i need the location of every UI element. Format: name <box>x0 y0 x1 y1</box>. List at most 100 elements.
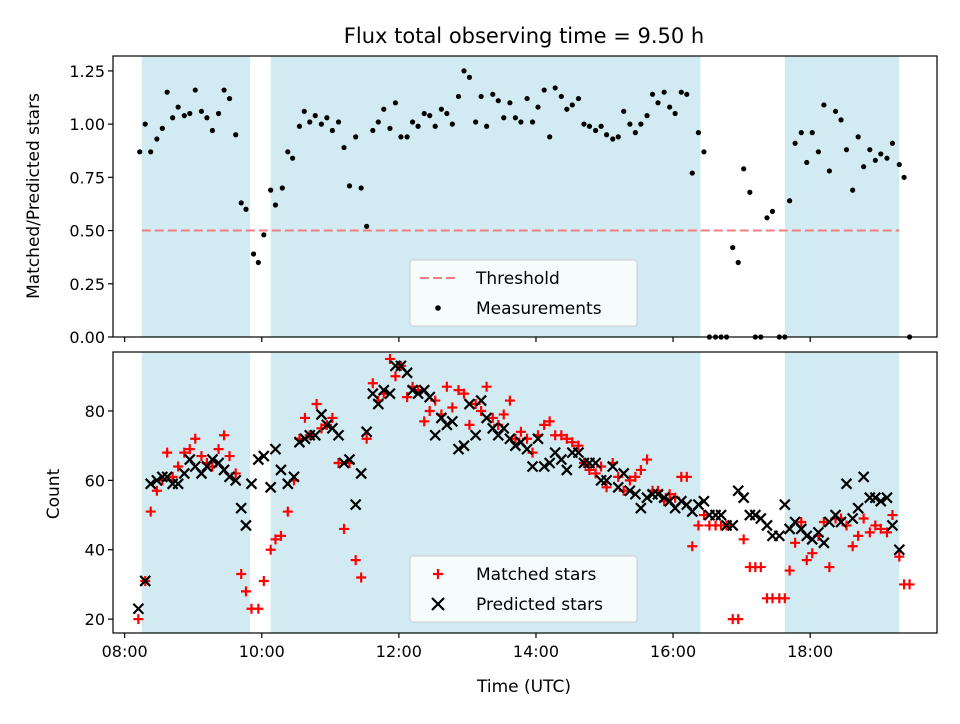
matched-star-point <box>853 530 864 541</box>
measurement-point <box>672 110 678 117</box>
measurement-point <box>285 149 291 155</box>
matched-star-point <box>904 579 915 590</box>
measurement-point <box>272 202 279 208</box>
predicted-star-point <box>779 498 791 511</box>
matched-star-point <box>390 371 401 382</box>
measurement-point <box>501 115 507 121</box>
measurement-point <box>684 91 690 97</box>
matched-star-point <box>173 461 184 472</box>
measurement-point <box>901 174 907 180</box>
xtick-label: 14:00 <box>513 642 559 661</box>
xtick-label: 08:00 <box>102 642 148 661</box>
measurement-point <box>735 259 741 266</box>
predicted-star-point <box>846 512 859 525</box>
legend-matched-swatch <box>433 569 443 579</box>
predicted-star-point <box>538 460 550 473</box>
matched-star-point <box>796 516 807 527</box>
measurement-point <box>529 119 536 125</box>
matched-star-point <box>642 454 653 465</box>
predicted-star-point <box>835 516 847 528</box>
measurement-point <box>644 113 650 119</box>
measurement-point <box>695 130 702 136</box>
measurement-point <box>889 140 896 146</box>
matched-star-point <box>402 392 413 403</box>
matched-star-point <box>270 534 281 545</box>
top-ytick-label: 0.50 <box>69 222 105 241</box>
measurement-point <box>142 121 148 127</box>
bottom-legend: Matched stars Predicted stars <box>409 555 638 623</box>
top-axes-frame <box>112 55 938 338</box>
legend-measurement-swatch <box>435 305 441 311</box>
measurement-point <box>730 244 736 251</box>
measurement-point <box>850 187 856 193</box>
top-shaded-interval <box>784 56 900 337</box>
predicted-star-point <box>497 422 510 435</box>
predicted-star-point <box>893 543 906 556</box>
measurement-point <box>896 161 902 168</box>
matched-star-point <box>733 614 744 625</box>
matched-star-point <box>419 416 430 427</box>
predicted-star-point <box>288 471 300 483</box>
predicted-star-point <box>384 387 396 400</box>
top-ytick-label: 1.25 <box>69 62 105 81</box>
predicted-star-point <box>338 457 350 469</box>
predicted-star-point <box>360 426 373 438</box>
bottom-ytick-label: 60 <box>85 471 105 490</box>
measurement-point <box>335 119 342 125</box>
measurement-point <box>655 100 661 106</box>
matched-star-point <box>384 353 395 364</box>
bottom-ytick-label: 20 <box>85 610 105 629</box>
matched-star-point <box>350 555 361 566</box>
predicted-star-point <box>606 460 619 473</box>
matched-star-point <box>311 399 322 410</box>
xtick-label: 10:00 <box>239 642 285 661</box>
measurement-point <box>438 106 444 112</box>
matched-star-point <box>224 451 235 462</box>
matched-star-point <box>779 593 790 604</box>
predicted-star-point <box>452 443 465 455</box>
predicted-star-point <box>309 429 322 442</box>
predicted-star-point <box>240 519 252 532</box>
predicted-star-point <box>206 453 219 466</box>
measurement-point <box>296 123 303 129</box>
measurement-point <box>490 91 496 97</box>
predicted-star-point <box>715 509 727 521</box>
measurement-point <box>815 149 822 155</box>
measurement-point <box>148 149 154 155</box>
matched-star-point <box>367 378 378 389</box>
predicted-star-point <box>624 484 636 497</box>
predicted-star-point <box>293 436 306 448</box>
predicted-star-point <box>857 471 870 483</box>
bottom-ytick-label: 40 <box>85 541 105 560</box>
bottom-ytick-label: 80 <box>85 402 105 421</box>
predicted-star-point <box>852 502 864 514</box>
measurement-point <box>564 106 570 112</box>
legend-label: Predicted stars <box>476 595 603 615</box>
matched-star-point <box>487 412 498 423</box>
measurement-point <box>764 215 770 221</box>
measurement-point <box>547 134 553 140</box>
matched-star-point <box>476 405 487 416</box>
predicted-star-point <box>543 457 556 469</box>
matched-star-point <box>556 430 567 441</box>
measurement-point <box>233 132 239 138</box>
predicted-star-point <box>332 429 345 442</box>
measurement-point <box>198 108 205 114</box>
predicted-star-point <box>349 498 362 511</box>
measurement-point <box>307 119 313 125</box>
matched-star-point <box>327 412 338 423</box>
matched-star-point <box>179 447 190 458</box>
predicted-star-point <box>132 602 145 615</box>
measurement-point <box>512 115 519 121</box>
measurement-point <box>792 140 798 146</box>
predicted-star-point <box>572 446 585 459</box>
measurement-point <box>615 134 621 140</box>
measurement-point <box>478 93 484 100</box>
predicted-star-point <box>245 478 258 490</box>
xtick-label: 18:00 <box>787 642 833 661</box>
predicted-star-point <box>875 495 887 507</box>
matched-star-point <box>299 412 310 423</box>
measurement-point <box>627 121 633 127</box>
bottom-ylabel: Count <box>44 468 64 519</box>
measurement-point <box>518 119 524 125</box>
